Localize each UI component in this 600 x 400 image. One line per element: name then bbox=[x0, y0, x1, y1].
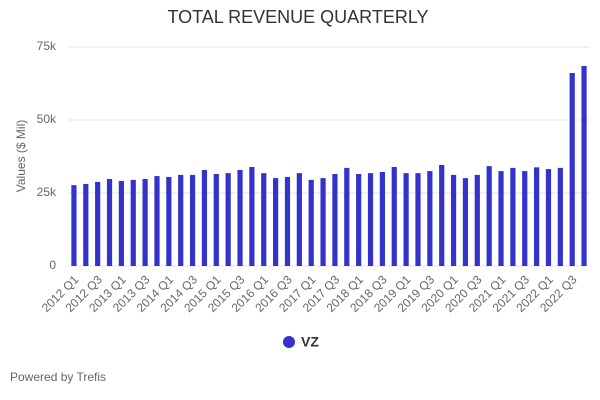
bar bbox=[225, 173, 231, 266]
bar bbox=[534, 167, 540, 266]
bar bbox=[557, 167, 563, 266]
bar bbox=[415, 173, 421, 266]
y-tick-label: 0 bbox=[49, 258, 56, 272]
bar bbox=[379, 171, 385, 266]
bar bbox=[367, 173, 374, 266]
y-tick-label: 25k bbox=[37, 185, 57, 199]
bar bbox=[498, 171, 504, 266]
bar bbox=[154, 176, 160, 266]
bar bbox=[344, 167, 350, 266]
bar bbox=[201, 169, 208, 266]
bar bbox=[522, 171, 528, 266]
bar bbox=[320, 178, 326, 266]
chart-title: TOTAL REVENUE QUARTERLY bbox=[167, 7, 428, 27]
bar bbox=[83, 183, 89, 266]
bar bbox=[545, 169, 552, 266]
bar bbox=[439, 164, 445, 266]
bar bbox=[474, 174, 480, 266]
bar bbox=[391, 167, 397, 266]
bar bbox=[95, 181, 101, 266]
bar bbox=[462, 178, 469, 266]
bar bbox=[273, 178, 279, 266]
bar bbox=[142, 178, 148, 266]
bar bbox=[166, 176, 172, 266]
bar bbox=[213, 174, 219, 266]
bar bbox=[261, 173, 267, 266]
bar bbox=[284, 176, 291, 266]
bar bbox=[450, 174, 457, 266]
bar bbox=[71, 185, 77, 266]
bar bbox=[569, 72, 575, 266]
bar bbox=[178, 174, 184, 266]
bar bbox=[403, 173, 409, 266]
bar bbox=[118, 181, 124, 266]
legend-label: VZ bbox=[301, 334, 319, 350]
bar bbox=[106, 178, 113, 266]
bar bbox=[486, 166, 492, 266]
bar bbox=[356, 174, 362, 266]
bar bbox=[296, 173, 302, 266]
bar bbox=[249, 167, 255, 266]
bar bbox=[189, 174, 196, 266]
bar bbox=[427, 171, 433, 266]
y-axis-label: Values ($ Mil) bbox=[14, 120, 28, 192]
bar bbox=[581, 65, 587, 266]
footer: Powered by Trefis bbox=[10, 370, 106, 384]
y-tick-label: 50k bbox=[37, 112, 57, 126]
bar bbox=[308, 179, 314, 266]
bar bbox=[130, 179, 136, 266]
bar bbox=[510, 167, 516, 266]
bar bbox=[237, 169, 243, 266]
legend-marker bbox=[283, 336, 295, 348]
y-tick-label: 75k bbox=[37, 39, 57, 53]
bar bbox=[332, 174, 338, 266]
